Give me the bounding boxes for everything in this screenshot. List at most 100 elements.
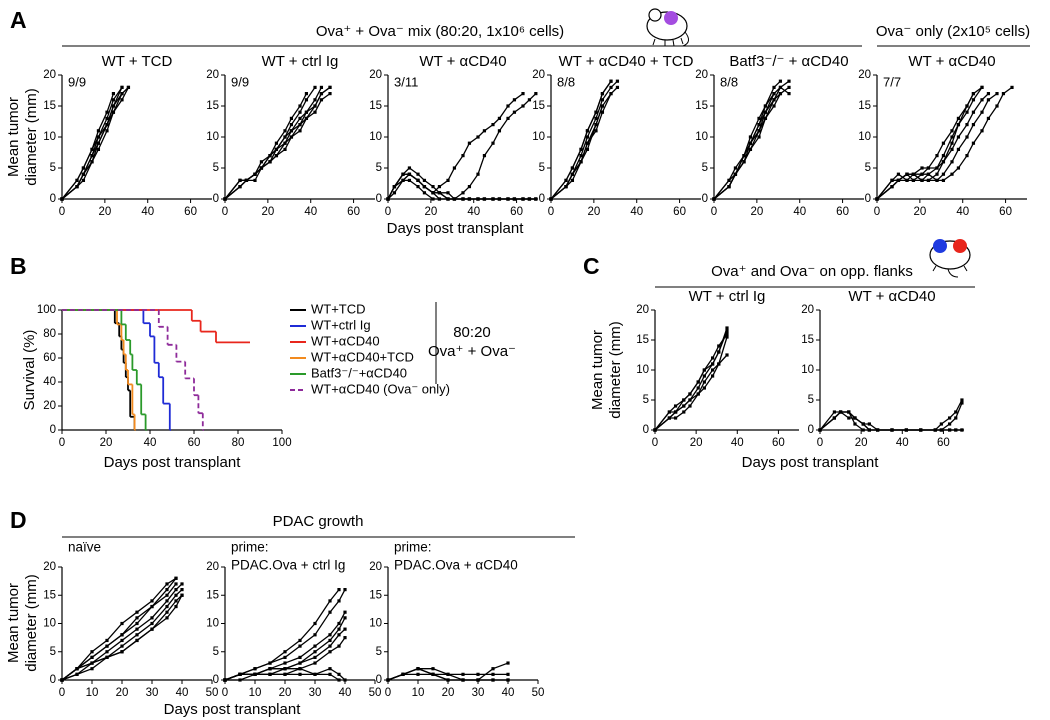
tumor-line <box>61 589 183 681</box>
tumor-point <box>238 678 242 682</box>
chart-title: naïve <box>68 540 101 555</box>
tumor-point <box>422 191 427 195</box>
tumor-point <box>748 141 753 145</box>
y-tick-label: 15 <box>858 100 871 112</box>
tumor-point <box>313 110 317 114</box>
y-tick-label: 5 <box>539 162 545 174</box>
tumor-point <box>926 172 931 176</box>
tumor-point <box>343 627 347 631</box>
tumor-point <box>467 197 472 201</box>
y-tick-label: 10 <box>43 131 56 143</box>
tumor-point <box>971 141 976 145</box>
tumor-point <box>950 160 954 164</box>
x-tick-label: 20 <box>750 206 763 218</box>
tumor-point <box>818 428 822 432</box>
tumor-point <box>980 110 984 114</box>
tumor-point <box>948 422 952 426</box>
tumor-point <box>772 92 776 96</box>
y-tick-label: 20 <box>43 561 56 573</box>
y-tick-label: 40 <box>43 376 56 388</box>
legend-label: Batf3⁻/⁻+αCD40 <box>311 365 407 380</box>
tumor-point <box>319 98 324 102</box>
tumor-point <box>319 92 324 96</box>
tumor-point <box>283 655 287 659</box>
tumor-point <box>847 416 851 420</box>
tumor-point <box>702 386 706 390</box>
tumor-point <box>986 98 991 102</box>
tumor-point <box>717 350 721 354</box>
tumor-point <box>506 661 510 665</box>
tumor-point <box>890 428 894 432</box>
tumor-point <box>926 166 931 170</box>
x-tick-label: 0 <box>222 687 228 699</box>
tumor-point <box>416 185 420 189</box>
y-tick-label: 5 <box>808 394 814 406</box>
tumor-point <box>461 672 465 676</box>
tumor-point <box>298 104 302 108</box>
tumor-point <box>81 166 86 170</box>
y-tick-label: 0 <box>213 193 219 205</box>
x-tick-label: 60 <box>673 206 686 218</box>
tumor-point <box>594 123 598 127</box>
tumor-point <box>150 604 154 609</box>
x-tick-label: 20 <box>100 437 113 449</box>
tumor-point <box>120 98 124 102</box>
tumor-point <box>328 599 332 603</box>
tumor-point <box>283 129 287 133</box>
tumor-point <box>564 178 568 182</box>
tumor-point <box>506 197 510 201</box>
tumor-point <box>960 398 964 402</box>
tumor-point <box>135 621 139 626</box>
tumor-point <box>422 185 427 189</box>
tumor-point <box>861 428 865 432</box>
y-tick-label: 5 <box>213 646 219 658</box>
tumor-point <box>939 428 943 432</box>
tumor-point <box>343 610 347 614</box>
tumor-point <box>135 616 139 620</box>
x-tick-label: 40 <box>896 437 909 449</box>
tumor-point <box>787 85 791 89</box>
tumor-point <box>772 85 776 89</box>
tumor-point <box>476 678 480 682</box>
tumor-point <box>120 92 124 96</box>
tumor-line <box>550 86 618 200</box>
x-tick-label: 60 <box>188 437 201 449</box>
y-tick-label: 10 <box>532 131 545 143</box>
tumor-point <box>223 197 227 201</box>
tumor-line <box>387 173 536 200</box>
tumor-point <box>337 627 341 631</box>
tumor-point <box>105 638 109 643</box>
tumor-point <box>986 116 991 120</box>
tumor-point <box>778 85 783 89</box>
tumor-point <box>904 428 908 432</box>
tumor-point <box>431 672 435 676</box>
tumor-point <box>725 332 729 336</box>
tumor-point <box>497 129 502 133</box>
tumor-point <box>950 141 954 145</box>
tumor-point <box>165 588 169 592</box>
tumor-point <box>711 374 715 378</box>
x-tick-label: 20 <box>98 206 111 218</box>
tumor-point <box>867 428 871 432</box>
legend-note: Ova⁺ + Ova⁻ <box>428 343 516 360</box>
tumor-point <box>174 582 178 586</box>
y-axis-label: Survival (%) <box>21 330 38 411</box>
tumor-line <box>819 411 962 431</box>
tumor-point <box>667 410 671 414</box>
tumor-point <box>506 104 510 108</box>
tumor-point <box>268 672 272 676</box>
tumor-line <box>224 87 323 200</box>
x-tick-label: 80 <box>232 437 245 449</box>
y-tick-label: 0 <box>376 674 382 686</box>
tumor-point <box>600 110 605 114</box>
tumor-point <box>105 123 109 127</box>
tumor-point <box>328 85 332 89</box>
tumor-point <box>437 197 442 201</box>
tumor-point <box>337 588 341 592</box>
tumor-line <box>819 402 963 431</box>
y-axis-label: diameter (mm) <box>23 88 40 186</box>
tumor-point <box>696 392 700 396</box>
tumor-point <box>688 392 692 396</box>
y-axis-label: Mean tumor <box>589 330 606 410</box>
x-tick-label: 60 <box>772 437 785 449</box>
